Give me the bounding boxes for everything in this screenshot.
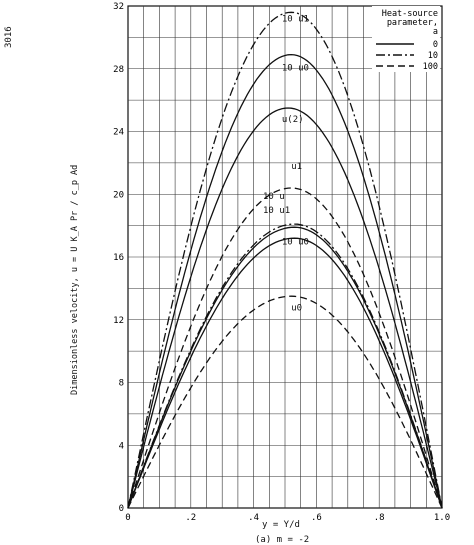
- curve-annotation: u0: [291, 303, 302, 313]
- y-tick-label: 20: [113, 190, 124, 200]
- series-line: [127, 53, 443, 509]
- legend-title: parameter,: [387, 18, 438, 28]
- curve-annotation: u1: [291, 162, 302, 172]
- legend-title: Heat-source: [382, 9, 438, 19]
- series-line: [127, 226, 443, 509]
- y-tick-label: 28: [113, 65, 124, 75]
- curve-annotation: u(2): [282, 115, 304, 125]
- curve-annotation: 10 u1: [282, 15, 309, 25]
- curve-annotation: 10 u0: [282, 63, 309, 73]
- x-tick-label: .4: [248, 513, 259, 523]
- legend-label: 10: [428, 51, 438, 61]
- series-line: [127, 295, 443, 509]
- x-tick-label: 1.0: [434, 513, 450, 523]
- y-tick-label: 4: [119, 441, 124, 451]
- y-tick-label: 12: [113, 316, 124, 326]
- y-axis-label-radical: K_A Pr / c_p Ad: [70, 164, 80, 242]
- x-tick-label: .8: [374, 513, 385, 523]
- legend-label: 100: [423, 62, 438, 72]
- x-tick-label: 0: [125, 513, 130, 523]
- curve-annotation: 10 u: [263, 192, 285, 202]
- y-tick-label: 16: [113, 253, 124, 263]
- series-line: [127, 107, 443, 509]
- series-line: [127, 187, 443, 509]
- y-tick-label: 32: [113, 2, 124, 12]
- series-line: [127, 11, 443, 509]
- y-axis-label: Dimensionless velocity, u = U K_A Pr / c…: [70, 165, 80, 395]
- figure-caption: (a) m = -2: [255, 535, 310, 545]
- y-tick-label: 0: [119, 504, 124, 514]
- y-tick-label: 8: [119, 379, 124, 389]
- x-tick-label: .2: [185, 513, 196, 523]
- curve-annotation: 10 u1: [263, 206, 290, 216]
- x-tick-label: .6: [311, 513, 322, 523]
- legend-title: a: [433, 27, 438, 37]
- curve-annotation: 10 u0: [282, 237, 309, 247]
- y-tick-label: 24: [113, 128, 124, 138]
- x-axis-label: y = Y/d: [262, 520, 300, 530]
- series-line: [127, 237, 443, 509]
- legend-label: 0: [433, 40, 438, 50]
- y-axis-label-text: Dimensionless velocity, u = U: [70, 246, 80, 395]
- legend-box: [372, 6, 440, 72]
